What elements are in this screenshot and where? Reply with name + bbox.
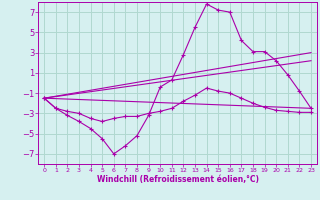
X-axis label: Windchill (Refroidissement éolien,°C): Windchill (Refroidissement éolien,°C) bbox=[97, 175, 259, 184]
